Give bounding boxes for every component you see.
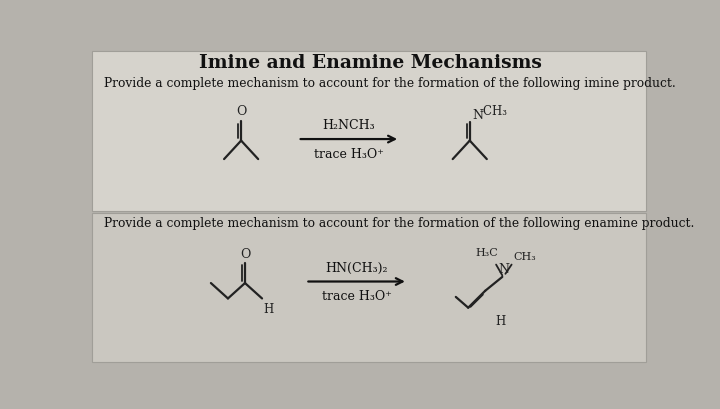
Text: O: O bbox=[240, 247, 250, 260]
FancyBboxPatch shape bbox=[91, 52, 647, 212]
Text: H: H bbox=[264, 302, 274, 315]
Text: N: N bbox=[472, 108, 483, 121]
Text: H₃C: H₃C bbox=[475, 247, 498, 257]
Text: O: O bbox=[236, 105, 246, 118]
Text: N: N bbox=[498, 263, 509, 276]
Text: trace H₃O⁺: trace H₃O⁺ bbox=[322, 290, 392, 303]
Text: H₂NCH₃: H₂NCH₃ bbox=[323, 119, 375, 132]
Text: HN(CH₃)₂: HN(CH₃)₂ bbox=[325, 261, 388, 274]
Text: Provide a complete mechanism to account for the formation of the following enami: Provide a complete mechanism to account … bbox=[104, 217, 694, 230]
Text: CH₃: CH₃ bbox=[513, 252, 536, 262]
FancyBboxPatch shape bbox=[91, 213, 647, 362]
Text: Imine and Enamine Mechanisms: Imine and Enamine Mechanisms bbox=[199, 54, 542, 72]
Text: Provide a complete mechanism to account for the formation of the following imine: Provide a complete mechanism to account … bbox=[104, 76, 675, 89]
Text: -CH₃: -CH₃ bbox=[480, 105, 508, 118]
Text: H: H bbox=[495, 314, 506, 327]
Text: trace H₃O⁺: trace H₃O⁺ bbox=[314, 147, 384, 160]
